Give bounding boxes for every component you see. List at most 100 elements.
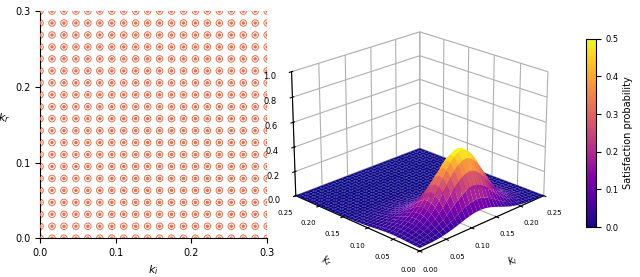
Point: [154, 212, 164, 217]
Point: [202, 188, 212, 193]
Point: [107, 93, 117, 97]
Point: [166, 129, 177, 133]
Point: [250, 116, 260, 121]
Point: [59, 129, 69, 133]
Point: [250, 164, 260, 169]
Point: [71, 69, 81, 73]
Point: [59, 57, 69, 61]
Point: [35, 45, 45, 49]
Point: [190, 33, 200, 37]
Point: [118, 140, 129, 145]
Point: [262, 33, 272, 37]
Point: [226, 93, 236, 97]
Point: [95, 164, 105, 169]
Point: [202, 69, 212, 73]
Point: [166, 164, 177, 169]
Point: [71, 21, 81, 25]
Point: [166, 104, 177, 109]
Point: [179, 116, 189, 121]
Point: [202, 57, 212, 61]
Point: [131, 9, 141, 13]
Point: [83, 9, 93, 13]
Point: [250, 45, 260, 49]
Point: [118, 140, 129, 145]
Point: [143, 200, 153, 205]
Point: [179, 93, 189, 97]
Point: [143, 224, 153, 229]
Point: [35, 188, 45, 193]
Point: [107, 212, 117, 217]
Point: [83, 188, 93, 193]
Point: [154, 140, 164, 145]
Point: [118, 57, 129, 61]
Point: [202, 164, 212, 169]
Point: [214, 152, 225, 157]
Point: [190, 224, 200, 229]
Point: [59, 129, 69, 133]
Point: [95, 212, 105, 217]
Point: [214, 224, 225, 229]
Point: [238, 188, 248, 193]
Point: [226, 164, 236, 169]
Point: [35, 200, 45, 205]
Point: [179, 45, 189, 49]
Point: [214, 140, 225, 145]
Point: [107, 57, 117, 61]
Point: [131, 129, 141, 133]
Point: [262, 45, 272, 49]
Point: [47, 45, 57, 49]
Point: [238, 81, 248, 85]
Point: [143, 236, 153, 240]
Point: [166, 164, 177, 169]
Point: [214, 57, 225, 61]
Point: [107, 33, 117, 37]
Point: [118, 9, 129, 13]
Point: [59, 212, 69, 217]
Point: [214, 152, 225, 157]
Point: [166, 69, 177, 73]
Point: [190, 57, 200, 61]
Point: [214, 9, 225, 13]
Point: [190, 188, 200, 193]
Point: [71, 116, 81, 121]
Point: [83, 200, 93, 205]
Point: [262, 224, 272, 229]
Point: [214, 104, 225, 109]
Point: [214, 93, 225, 97]
Point: [190, 69, 200, 73]
Point: [107, 224, 117, 229]
Point: [154, 81, 164, 85]
Point: [179, 9, 189, 13]
Point: [107, 176, 117, 181]
Point: [226, 152, 236, 157]
Point: [238, 45, 248, 49]
Point: [262, 81, 272, 85]
Point: [143, 9, 153, 13]
Point: [143, 212, 153, 217]
Point: [95, 21, 105, 25]
Point: [71, 176, 81, 181]
Point: [238, 200, 248, 205]
Point: [107, 164, 117, 169]
Point: [59, 200, 69, 205]
Point: [71, 104, 81, 109]
Point: [154, 188, 164, 193]
Point: [59, 116, 69, 121]
Point: [250, 212, 260, 217]
Point: [83, 104, 93, 109]
Point: [154, 9, 164, 13]
Point: [59, 104, 69, 109]
Point: [214, 57, 225, 61]
Point: [202, 69, 212, 73]
Point: [226, 116, 236, 121]
Point: [238, 188, 248, 193]
Point: [250, 129, 260, 133]
Point: [214, 33, 225, 37]
Point: [202, 81, 212, 85]
Point: [95, 69, 105, 73]
Point: [83, 164, 93, 169]
Point: [143, 93, 153, 97]
Point: [143, 176, 153, 181]
Point: [262, 200, 272, 205]
Point: [95, 104, 105, 109]
